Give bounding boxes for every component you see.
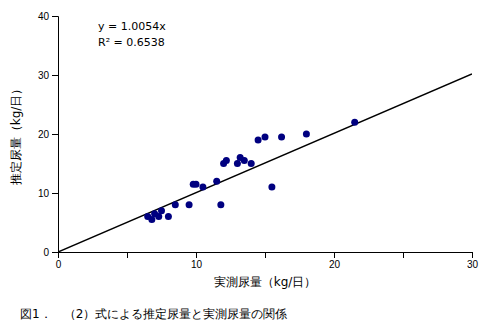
x-axis-line (59, 253, 473, 259)
x-axis-tick: 0 (56, 252, 62, 270)
x-axis-tick (403, 252, 404, 258)
x-axis-tick-mark (334, 252, 335, 258)
chart: 0 10 20 30 0 10 20 30 40 y = 1.0054x R² = 0.6538 実測… (0, 0, 496, 330)
scatter-point (223, 157, 230, 164)
x-axis: 0 10 20 30 (56, 252, 479, 270)
annotation: R² = 0.6538 (98, 36, 165, 49)
x-axis-tick-label: 0 (56, 259, 62, 270)
y-axis-tick-mark (52, 252, 58, 253)
x-axis-tick (127, 252, 128, 258)
x-axis-tick: 20 (329, 252, 341, 270)
x-axis-tick: 10 (191, 252, 203, 270)
scatter-point (213, 178, 220, 185)
scatter-point (255, 136, 262, 143)
y-axis-tick-label: 10 (38, 188, 50, 199)
x-axis-tick-label: 10 (191, 259, 203, 270)
x-axis-tick (265, 252, 266, 258)
scatter-point (193, 181, 200, 188)
scatter-point (248, 160, 255, 167)
scatter-point (186, 201, 193, 208)
x-axis-tick-mark (403, 252, 404, 258)
x-axis-tick-label: 30 (467, 259, 479, 270)
regression-line (58, 74, 472, 252)
x-axis-tick-mark (265, 252, 266, 258)
scatter-point (199, 184, 206, 191)
y-axis-tick: 30 (38, 70, 58, 81)
x-axis-tick: 30 (467, 252, 479, 270)
x-axis-title: 実測尿量（kg/日） (214, 275, 317, 289)
scatter-point (158, 207, 165, 214)
scatter-point (241, 157, 248, 164)
x-axis-tick-label: 20 (329, 259, 341, 270)
scatter-point (268, 184, 275, 191)
y-axis: 0 10 20 30 40 (38, 11, 59, 258)
y-axis-tick-label: 30 (38, 70, 50, 81)
y-axis-tick: 20 (38, 129, 58, 140)
y-axis-line (52, 17, 59, 253)
marks (58, 74, 472, 252)
y-axis-tick-label: 40 (38, 11, 50, 22)
scatter-point (262, 133, 269, 140)
x-axis-tick-mark (196, 252, 197, 258)
annotation: y = 1.0054x (98, 20, 166, 33)
scatter-point (165, 213, 172, 220)
y-axis-tick-mark (52, 75, 58, 76)
y-axis-tick-mark (52, 16, 58, 17)
y-axis-tick: 40 (38, 11, 58, 22)
y-axis-tick-mark (52, 134, 58, 135)
y-axis-tick: 0 (43, 247, 58, 258)
x-axis-tick-mark (127, 252, 128, 258)
scatter-point (217, 201, 224, 208)
scatter-point (278, 133, 285, 140)
y-axis-title: 推定尿量（kg/日） (9, 83, 23, 186)
y-axis-tick-label: 20 (38, 129, 50, 140)
caption: 図1． （2）式による推定尿量と実測尿量の関係 (20, 307, 287, 321)
scatter-point (303, 131, 310, 138)
plot: 0 10 20 30 0 10 20 30 40 y = 1.0054x R² = 0.6538 実測… (9, 11, 478, 289)
x-axis-tick-mark (472, 252, 473, 258)
y-axis-tick: 10 (38, 188, 58, 199)
scatter-point (172, 201, 179, 208)
y-axis-tick-label: 0 (43, 247, 49, 258)
scatter-point (351, 119, 358, 126)
y-axis-tick-mark (52, 193, 58, 194)
